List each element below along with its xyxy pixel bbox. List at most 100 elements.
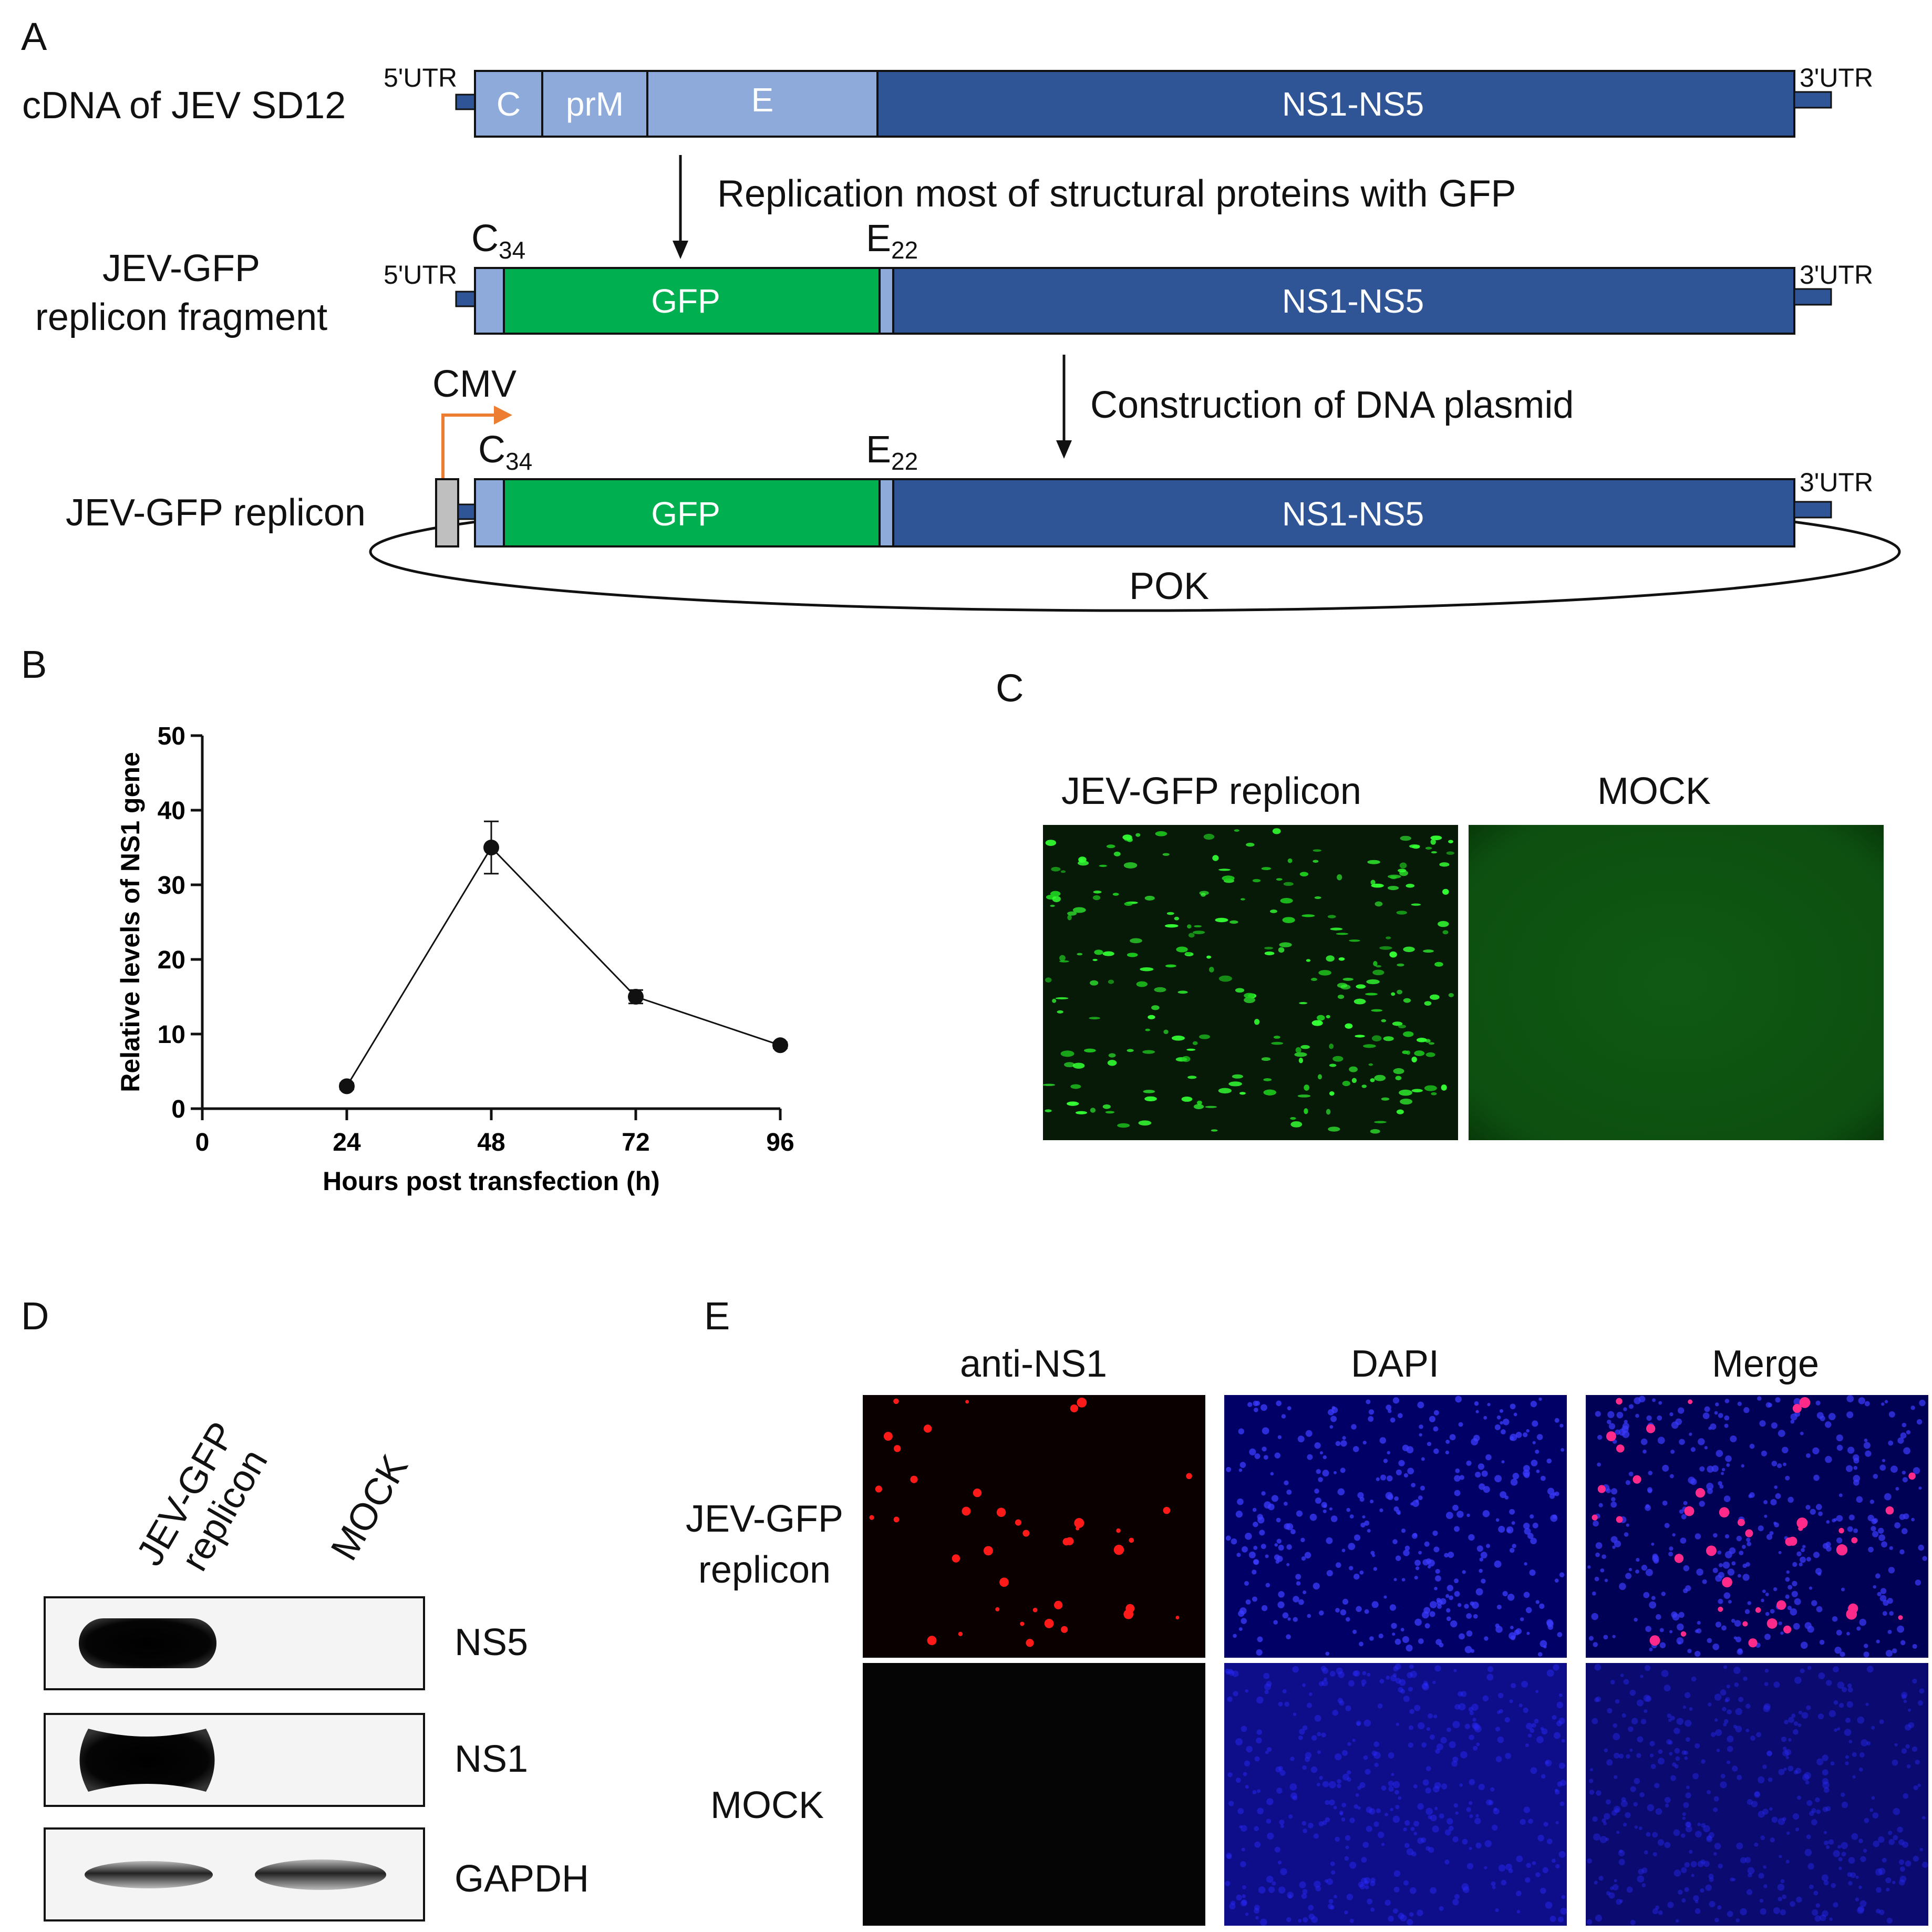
gfp-cell <box>1228 1081 1242 1087</box>
nucleus <box>1895 1486 1899 1491</box>
nucleus <box>1407 1468 1414 1475</box>
nucleus <box>1919 1847 1924 1852</box>
nucleus <box>1420 1837 1427 1843</box>
gfp-cell <box>1051 866 1061 872</box>
nucleus <box>1226 1853 1232 1859</box>
nucleus <box>1888 1567 1895 1574</box>
nucleus <box>1509 1699 1513 1703</box>
nucleus <box>1238 1428 1244 1434</box>
nucleus <box>1612 1884 1619 1890</box>
nucleus <box>1795 1768 1802 1774</box>
gfp-cell <box>1370 1129 1380 1134</box>
nucleus <box>1290 1529 1296 1535</box>
merge-positive-cell <box>1799 1397 1811 1408</box>
ns1-positive-cell <box>1116 1528 1121 1533</box>
nucleus <box>1890 1465 1898 1473</box>
nucleus <box>1293 1712 1297 1716</box>
gfp-cell <box>1381 1019 1387 1022</box>
nucleus <box>1449 1434 1456 1441</box>
nucleus <box>1352 1446 1359 1452</box>
nucleus <box>1449 1741 1456 1749</box>
nucleus <box>1907 1708 1912 1712</box>
nucleus <box>1853 1458 1859 1464</box>
nucleus <box>1634 1778 1640 1784</box>
nucleus <box>1630 1919 1636 1926</box>
nucleus <box>1680 1537 1687 1544</box>
nucleus <box>1898 1879 1905 1886</box>
nucleus <box>1454 1578 1459 1584</box>
nucleus <box>1240 1900 1247 1907</box>
nucleus <box>1386 1676 1390 1680</box>
gfp-cell <box>1326 955 1335 962</box>
gfp-cell <box>1304 1084 1309 1091</box>
nucleus <box>1852 1752 1857 1757</box>
gfp-cell <box>1144 1096 1157 1101</box>
nucleus <box>1416 1566 1420 1571</box>
nucleus <box>1226 1466 1232 1472</box>
nucleus <box>1626 1754 1630 1759</box>
nucleus <box>1723 1592 1731 1599</box>
nucleus <box>1636 1557 1640 1562</box>
nucleus <box>1483 1416 1487 1420</box>
nucleus <box>1760 1835 1765 1841</box>
nucleus <box>1836 1515 1843 1522</box>
nucleus <box>1724 1415 1730 1421</box>
nucleus <box>1266 1875 1274 1883</box>
nucleus <box>1337 1488 1345 1496</box>
nucleus <box>1558 1762 1565 1769</box>
nucleus <box>1704 1406 1710 1412</box>
nucleus <box>1918 1486 1922 1490</box>
merge-positive-cell <box>1684 1506 1695 1516</box>
nucleus <box>1830 1761 1835 1766</box>
gfp-cell <box>1067 911 1077 916</box>
nucleus <box>1638 1868 1644 1875</box>
nucleus <box>1245 1599 1251 1605</box>
row2-e22: E22 <box>866 218 918 264</box>
nucleus <box>1432 1530 1438 1536</box>
gfp-cell <box>1392 1021 1403 1026</box>
gfp-cell <box>1328 1127 1340 1132</box>
nucleus <box>1314 1881 1321 1888</box>
gfp-cell <box>1052 998 1057 1003</box>
nucleus <box>1369 1808 1376 1815</box>
nucleus <box>1277 1601 1285 1608</box>
nucleus <box>1326 1570 1333 1577</box>
nucleus <box>1813 1890 1819 1896</box>
nucleus <box>1658 1749 1663 1754</box>
c-header-replicon: JEV-GFP replicon <box>1061 770 1361 812</box>
nucleus <box>1778 1430 1785 1437</box>
nucleus <box>1418 1722 1425 1730</box>
nucleus <box>1337 1783 1341 1789</box>
nucleus <box>1853 1479 1859 1486</box>
nucleus <box>1394 1638 1401 1645</box>
nucleus <box>1650 1763 1656 1769</box>
nucleus <box>1644 1665 1651 1671</box>
nucleus <box>1331 1406 1336 1410</box>
nucleus <box>1743 1407 1750 1413</box>
merge-positive-cell <box>1737 1518 1745 1526</box>
nucleus <box>1392 1633 1396 1636</box>
gfp-cell <box>1376 965 1381 968</box>
nucleus <box>1254 1908 1259 1914</box>
gfp-cell <box>1356 984 1366 989</box>
nucleus <box>1348 1566 1354 1571</box>
nucleus <box>1782 1817 1786 1821</box>
gfp-cell <box>1199 1034 1210 1039</box>
nucleus <box>1630 1786 1636 1792</box>
nucleus <box>1851 1833 1858 1840</box>
nucleus <box>1837 1845 1841 1849</box>
nucleus <box>1823 1787 1830 1793</box>
nucleus <box>1274 1846 1280 1853</box>
nucleus <box>1610 1536 1618 1543</box>
gfp-cell <box>1329 1063 1337 1067</box>
nucleus <box>1561 1448 1565 1452</box>
nucleus <box>1744 1609 1750 1614</box>
nucleus <box>1773 1907 1780 1914</box>
nucleus <box>1279 1820 1285 1825</box>
nucleus <box>1430 1887 1437 1894</box>
data-point <box>483 840 499 855</box>
nucleus <box>1689 1707 1693 1711</box>
gfp-cell <box>1144 895 1155 901</box>
nucleus <box>1535 1449 1540 1454</box>
gfp-cell <box>1138 1120 1152 1126</box>
